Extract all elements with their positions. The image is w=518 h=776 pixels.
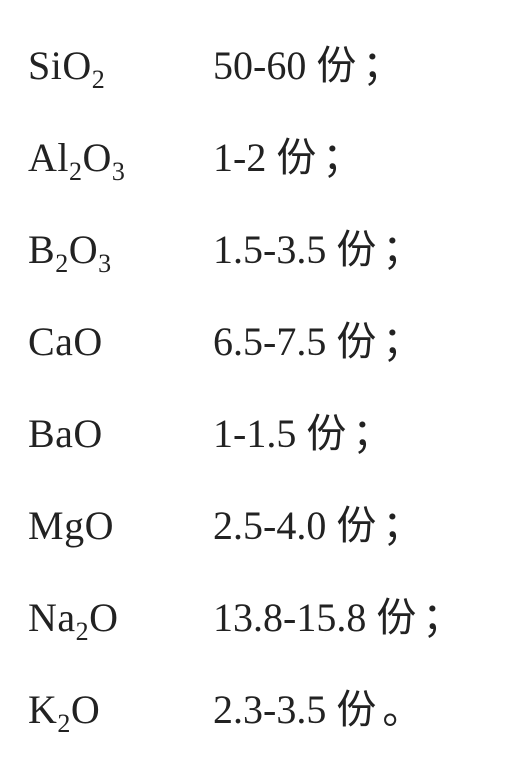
chemical-formula: Na2O	[28, 572, 213, 664]
value-cell: 1-1.5 份；	[213, 388, 392, 480]
unit: 份	[336, 687, 376, 732]
punct: ；	[382, 227, 422, 272]
value-cell: 50-60 份；	[213, 20, 402, 112]
list-item: SiO2 50-60 份；	[28, 20, 498, 112]
punct: ；	[352, 411, 392, 456]
value-range: 13.8-15.8	[213, 595, 366, 640]
punct: ；	[362, 43, 402, 88]
value-cell: 2.3-3.5 份。	[213, 664, 422, 756]
value-cell: 6.5-7.5 份；	[213, 296, 422, 388]
punct: ；	[382, 503, 422, 548]
chemical-formula: B2O3	[28, 204, 213, 296]
value-range: 2.3-3.5	[213, 687, 326, 732]
value-range: 1-2	[213, 135, 266, 180]
unit: 份	[316, 43, 356, 88]
value-cell: 1.5-3.5 份；	[213, 204, 422, 296]
value-range: 50-60	[213, 43, 306, 88]
composition-list: SiO2 50-60 份； Al2O3 1-2 份； B2O3 1.5-3.5 …	[0, 0, 518, 776]
value-range: 1-1.5	[213, 411, 296, 456]
unit: 份	[336, 503, 376, 548]
chemical-formula: Al2O3	[28, 112, 213, 204]
punct: ；	[322, 135, 362, 180]
chemical-formula: SiO2	[28, 20, 213, 112]
value-cell: 1-2 份；	[213, 112, 362, 204]
value-cell: 13.8-15.8 份；	[213, 572, 462, 664]
list-item: K2O 2.3-3.5 份。	[28, 664, 498, 756]
list-item: BaO 1-1.5 份；	[28, 388, 498, 480]
punct: ；	[382, 319, 422, 364]
punct: 。	[382, 687, 422, 732]
value-range: 6.5-7.5	[213, 319, 326, 364]
chemical-formula: K2O	[28, 664, 213, 756]
list-item: Al2O3 1-2 份；	[28, 112, 498, 204]
unit: 份	[376, 595, 416, 640]
value-cell: 2.5-4.0 份；	[213, 480, 422, 572]
list-item: CaO 6.5-7.5 份；	[28, 296, 498, 388]
value-range: 1.5-3.5	[213, 227, 326, 272]
list-item: Na2O 13.8-15.8 份；	[28, 572, 498, 664]
chemical-formula: CaO	[28, 296, 213, 388]
chemical-formula: MgO	[28, 480, 213, 572]
list-item: B2O3 1.5-3.5 份；	[28, 204, 498, 296]
value-range: 2.5-4.0	[213, 503, 326, 548]
unit: 份	[306, 411, 346, 456]
unit: 份	[276, 135, 316, 180]
punct: ；	[422, 595, 462, 640]
unit: 份	[336, 227, 376, 272]
chemical-formula: BaO	[28, 388, 213, 480]
unit: 份	[336, 319, 376, 364]
list-item: MgO 2.5-4.0 份；	[28, 480, 498, 572]
